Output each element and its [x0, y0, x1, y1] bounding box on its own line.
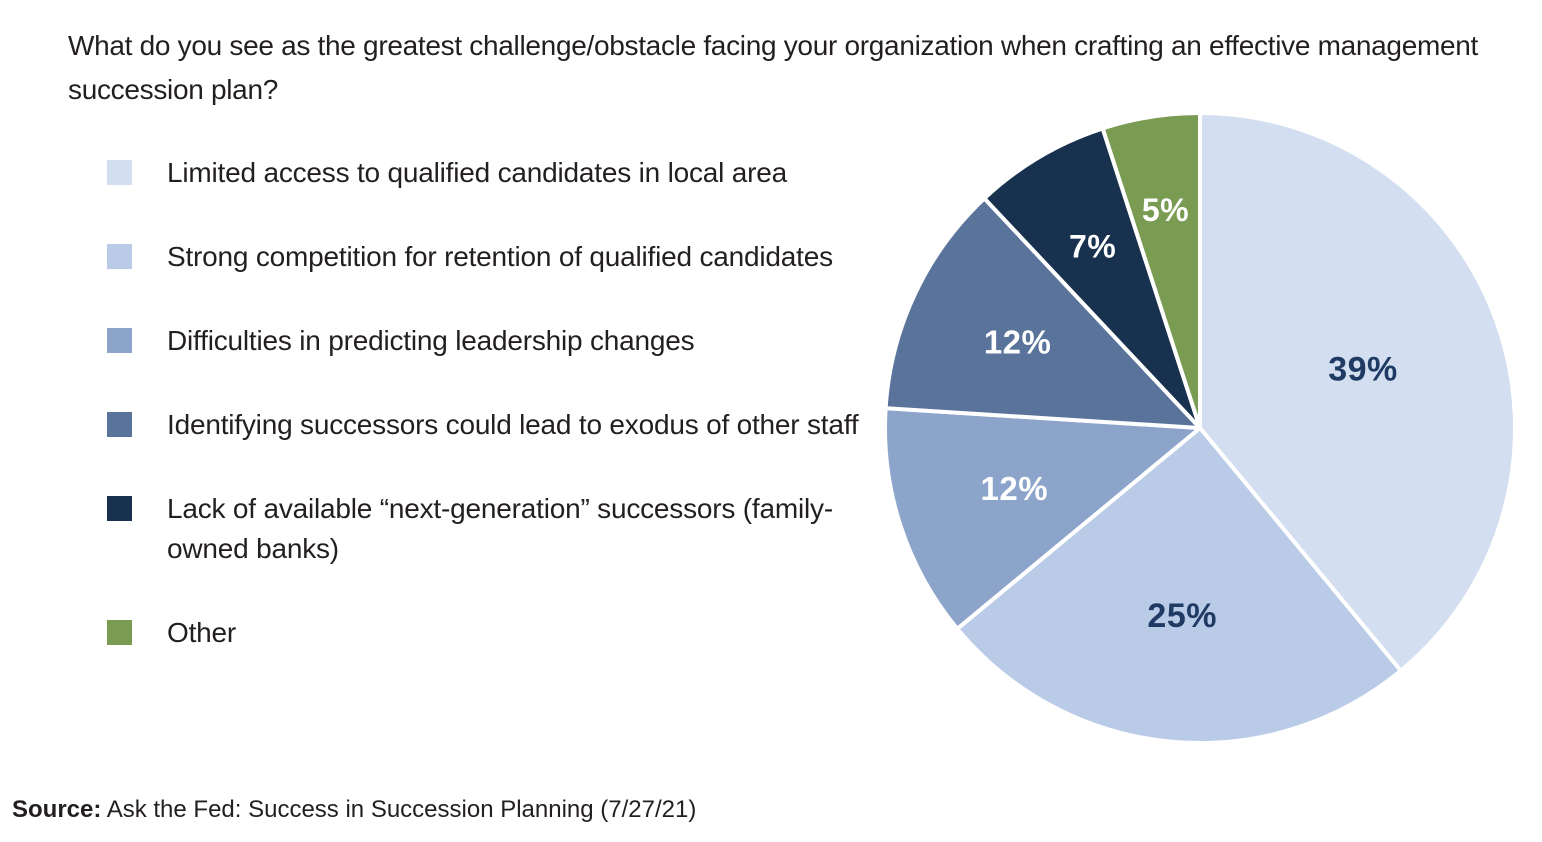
source-line: Source: Ask the Fed: Success in Successi… [12, 794, 696, 826]
pie-slice-value-label: 12% [984, 324, 1052, 361]
legend: Limited access to qualified candidates i… [107, 153, 877, 653]
legend-item-1: Limited access to qualified candidates i… [107, 153, 877, 193]
pie-slice-value-label: 5% [1142, 192, 1189, 228]
legend-swatch [107, 620, 132, 645]
pie-slice-6 [1100, 111, 1202, 430]
source-text: Ask the Fed: Success in Succession Plann… [101, 796, 697, 823]
legend-item-5: Lack of available “next-generation” succ… [107, 489, 877, 569]
legend-label: Other [167, 617, 237, 648]
chart-title: What do you see as the greatest challeng… [68, 30, 1479, 105]
legend-swatch [107, 244, 132, 269]
legend-label: Identifying successors could lead to exo… [167, 409, 859, 440]
pie-chart: 39% 25% 12% 12% 7% 5% [883, 111, 1517, 745]
legend-item-4: Identifying successors could lead to exo… [107, 405, 877, 445]
pie-slice-value-label: 25% [1147, 597, 1217, 635]
legend-item-2: Strong competition for retention of qual… [107, 237, 877, 277]
pie-slice-5 [982, 126, 1202, 430]
legend-label: Difficulties in predicting leadership ch… [167, 325, 695, 356]
pie-slice-2 [955, 426, 1403, 745]
legend-swatch [107, 412, 132, 437]
pie-slice-4 [883, 196, 1202, 430]
legend-swatch [107, 496, 132, 521]
legend-label: Limited access to qualified candidates i… [167, 157, 787, 188]
legend-swatch [107, 160, 132, 185]
source-label: Source: [12, 796, 102, 823]
legend-item-6: Other [107, 613, 877, 653]
pie-slice-value-label: 7% [1069, 228, 1116, 264]
pie-slice-3 [883, 406, 1202, 631]
legend-label: Strong competition for retention of qual… [167, 241, 833, 272]
legend-label: Lack of available “next-generation” succ… [167, 493, 833, 564]
pie-slice-value-label: 12% [981, 470, 1049, 507]
pie-slice-1 [1198, 111, 1517, 673]
legend-swatch [107, 328, 132, 353]
pie-slice-value-label: 39% [1328, 350, 1398, 388]
legend-item-3: Difficulties in predicting leadership ch… [107, 321, 877, 361]
